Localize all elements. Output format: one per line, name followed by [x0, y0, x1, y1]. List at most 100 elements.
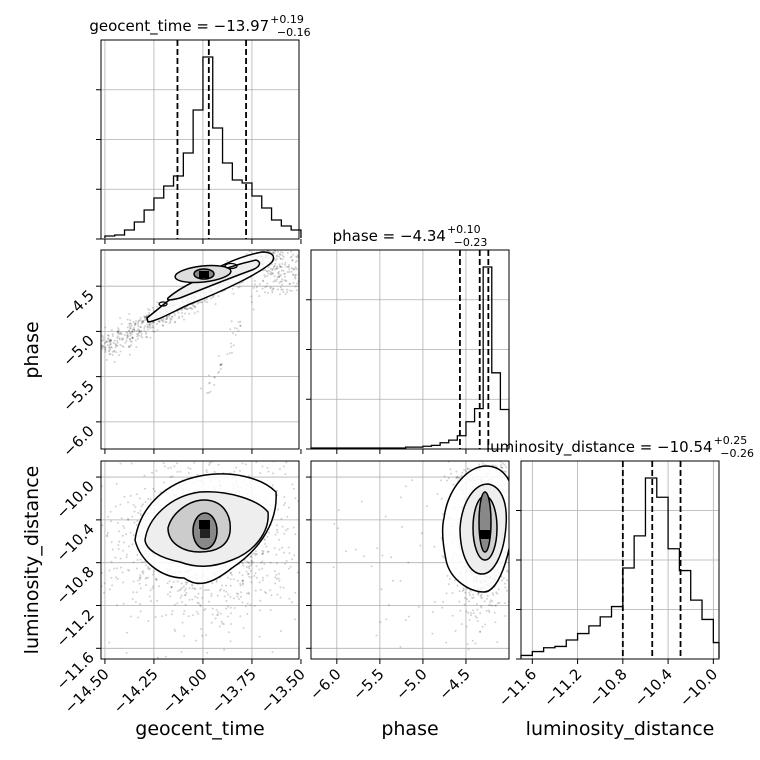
sample-point — [151, 324, 154, 327]
sample-point — [278, 275, 281, 277]
sample-point — [261, 579, 264, 582]
sample-point — [230, 320, 233, 323]
x-tick-label: −13.50 — [257, 665, 309, 717]
sample-point — [199, 604, 202, 606]
sample-point — [111, 354, 114, 356]
sample-point — [304, 590, 306, 592]
sample-point — [278, 265, 281, 268]
sample-point — [152, 585, 155, 588]
sample-point — [219, 364, 222, 367]
sample-point — [258, 568, 261, 571]
y-axis-label-luminosity-distance: luminosity_distance — [21, 466, 43, 655]
sample-point — [279, 630, 282, 632]
sample-point — [120, 338, 123, 341]
sample-point — [272, 287, 275, 290]
sample-point — [265, 285, 268, 288]
sample-point — [250, 301, 253, 304]
sample-point — [463, 469, 466, 471]
sample-point — [255, 286, 258, 289]
sample-point — [217, 611, 220, 614]
sample-point — [199, 587, 202, 590]
sample-point — [137, 616, 140, 619]
sample-point — [173, 441, 175, 443]
sample-point — [127, 519, 130, 521]
sample-point — [283, 279, 286, 282]
y-tick-label: −10.8 — [53, 563, 98, 608]
sample-point — [111, 335, 114, 337]
axes-frame — [310, 460, 510, 660]
sample-point — [108, 353, 111, 355]
sample-point — [295, 289, 298, 292]
sample-point — [275, 280, 278, 283]
sample-point — [129, 322, 132, 325]
sample-point — [399, 579, 402, 582]
sample-point — [280, 251, 283, 254]
sample-point — [290, 250, 293, 253]
sample-point — [139, 325, 142, 328]
sample-point — [273, 275, 276, 278]
sample-point — [285, 280, 288, 283]
sample-point — [183, 609, 186, 612]
sample-point — [232, 344, 235, 347]
sample-point — [273, 252, 276, 254]
sample-point — [517, 507, 519, 509]
sample-point — [218, 625, 221, 628]
sample-point — [255, 553, 258, 556]
sample-point — [450, 472, 452, 475]
sample-point — [271, 271, 274, 274]
sample-point — [491, 592, 494, 595]
sample-point — [115, 576, 117, 579]
sample-point — [246, 573, 249, 576]
sample-point — [135, 320, 137, 323]
sample-point — [120, 517, 123, 520]
sample-point — [283, 496, 286, 499]
density-contours — [146, 251, 275, 323]
sample-point — [128, 353, 131, 356]
sample-point — [296, 254, 299, 257]
sample-point — [477, 418, 479, 420]
sample-point — [441, 606, 444, 609]
sample-point — [273, 279, 276, 282]
sample-point — [276, 531, 279, 534]
sample-point — [149, 600, 152, 603]
sample-point — [165, 318, 168, 321]
sample-point — [130, 333, 133, 335]
sample-point — [132, 321, 135, 323]
sample-point — [141, 571, 144, 574]
sample-point — [184, 312, 186, 315]
sample-point — [153, 330, 156, 333]
sample-point — [152, 570, 155, 573]
sample-point — [134, 506, 137, 508]
sample-point — [133, 329, 136, 332]
sample-point — [281, 262, 284, 265]
sample-point — [108, 350, 110, 353]
sample-point — [234, 333, 237, 336]
sample-point — [113, 350, 116, 353]
contour-island — [224, 262, 238, 270]
sample-point — [511, 505, 513, 507]
sample-point — [110, 541, 113, 544]
sample-point — [271, 252, 274, 254]
sample-point — [137, 323, 139, 326]
sample-point — [149, 567, 152, 570]
sample-point — [125, 556, 128, 559]
sample-point — [116, 336, 119, 339]
sample-point — [119, 350, 122, 353]
sample-point — [146, 314, 149, 317]
sample-point — [463, 597, 466, 599]
sample-point — [490, 599, 492, 602]
sample-point — [275, 267, 278, 270]
sample-point — [442, 601, 445, 603]
sample-point — [445, 641, 448, 644]
sample-point — [178, 589, 181, 592]
sample-point — [229, 572, 232, 574]
sample-point — [144, 454, 146, 456]
sample-point — [477, 592, 480, 595]
sample-point — [137, 328, 140, 331]
sample-point — [282, 504, 285, 507]
sample-point — [279, 253, 282, 256]
sample-point — [209, 453, 211, 455]
sample-point — [301, 545, 303, 547]
x-tick-label: −11.2 — [540, 665, 585, 710]
sample-point — [474, 642, 477, 645]
